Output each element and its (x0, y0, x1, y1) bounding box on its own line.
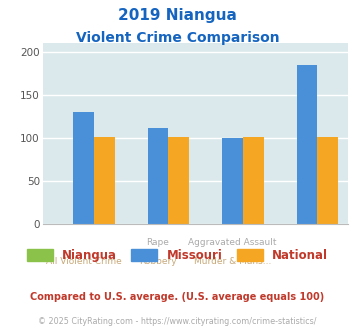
Text: Robbery: Robbery (139, 257, 177, 266)
Bar (148, 128, 168, 224)
Text: Aggravated Assault: Aggravated Assault (188, 238, 277, 247)
Bar (243, 137, 264, 224)
Text: © 2025 CityRating.com - https://www.cityrating.com/crime-statistics/: © 2025 CityRating.com - https://www.city… (38, 317, 317, 326)
Text: Violent Crime Comparison: Violent Crime Comparison (76, 31, 279, 45)
Text: 2019 Niangua: 2019 Niangua (118, 8, 237, 23)
Legend: Niangua, Missouri, National: Niangua, Missouri, National (22, 244, 333, 266)
Text: Compared to U.S. average. (U.S. average equals 100): Compared to U.S. average. (U.S. average … (31, 292, 324, 302)
Bar (73, 112, 94, 224)
Bar (168, 137, 189, 224)
Bar (317, 137, 338, 224)
Text: All Violent Crime: All Violent Crime (46, 257, 121, 266)
Text: Murder & Mans...: Murder & Mans... (194, 257, 271, 266)
Text: Rape: Rape (147, 238, 169, 247)
Bar (222, 138, 243, 224)
Bar (296, 64, 317, 224)
Bar (94, 137, 115, 224)
